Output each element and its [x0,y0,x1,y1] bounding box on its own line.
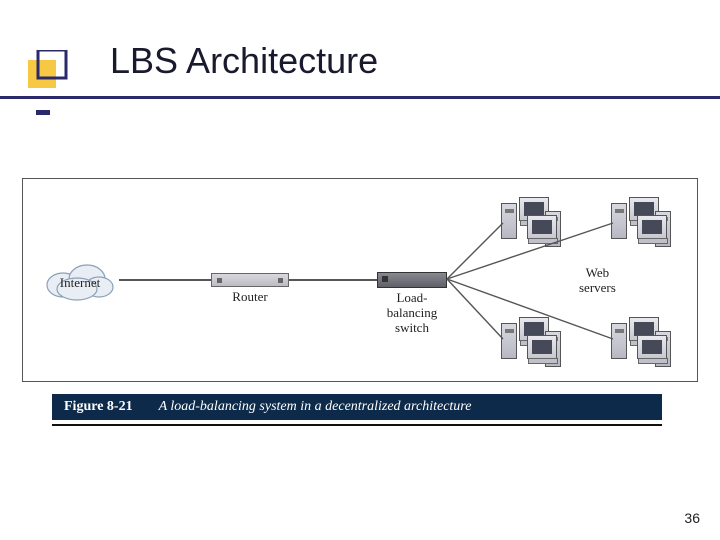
caption-underline [52,424,662,426]
slide-title: LBS Architecture [110,40,378,82]
page-number: 36 [684,510,700,526]
figure-number: Figure 8-21 [64,399,133,415]
figure-caption: Figure 8-21 A load-balancing system in a… [52,394,662,420]
architecture-diagram: Internet Router Load- balancing switch W… [22,178,698,382]
title-dash [36,110,50,115]
title-bullet-icon [28,50,70,99]
figure-description: A load-balancing system in a decentraliz… [159,399,472,415]
wire-fanout [23,179,699,383]
title-underline [0,96,720,99]
